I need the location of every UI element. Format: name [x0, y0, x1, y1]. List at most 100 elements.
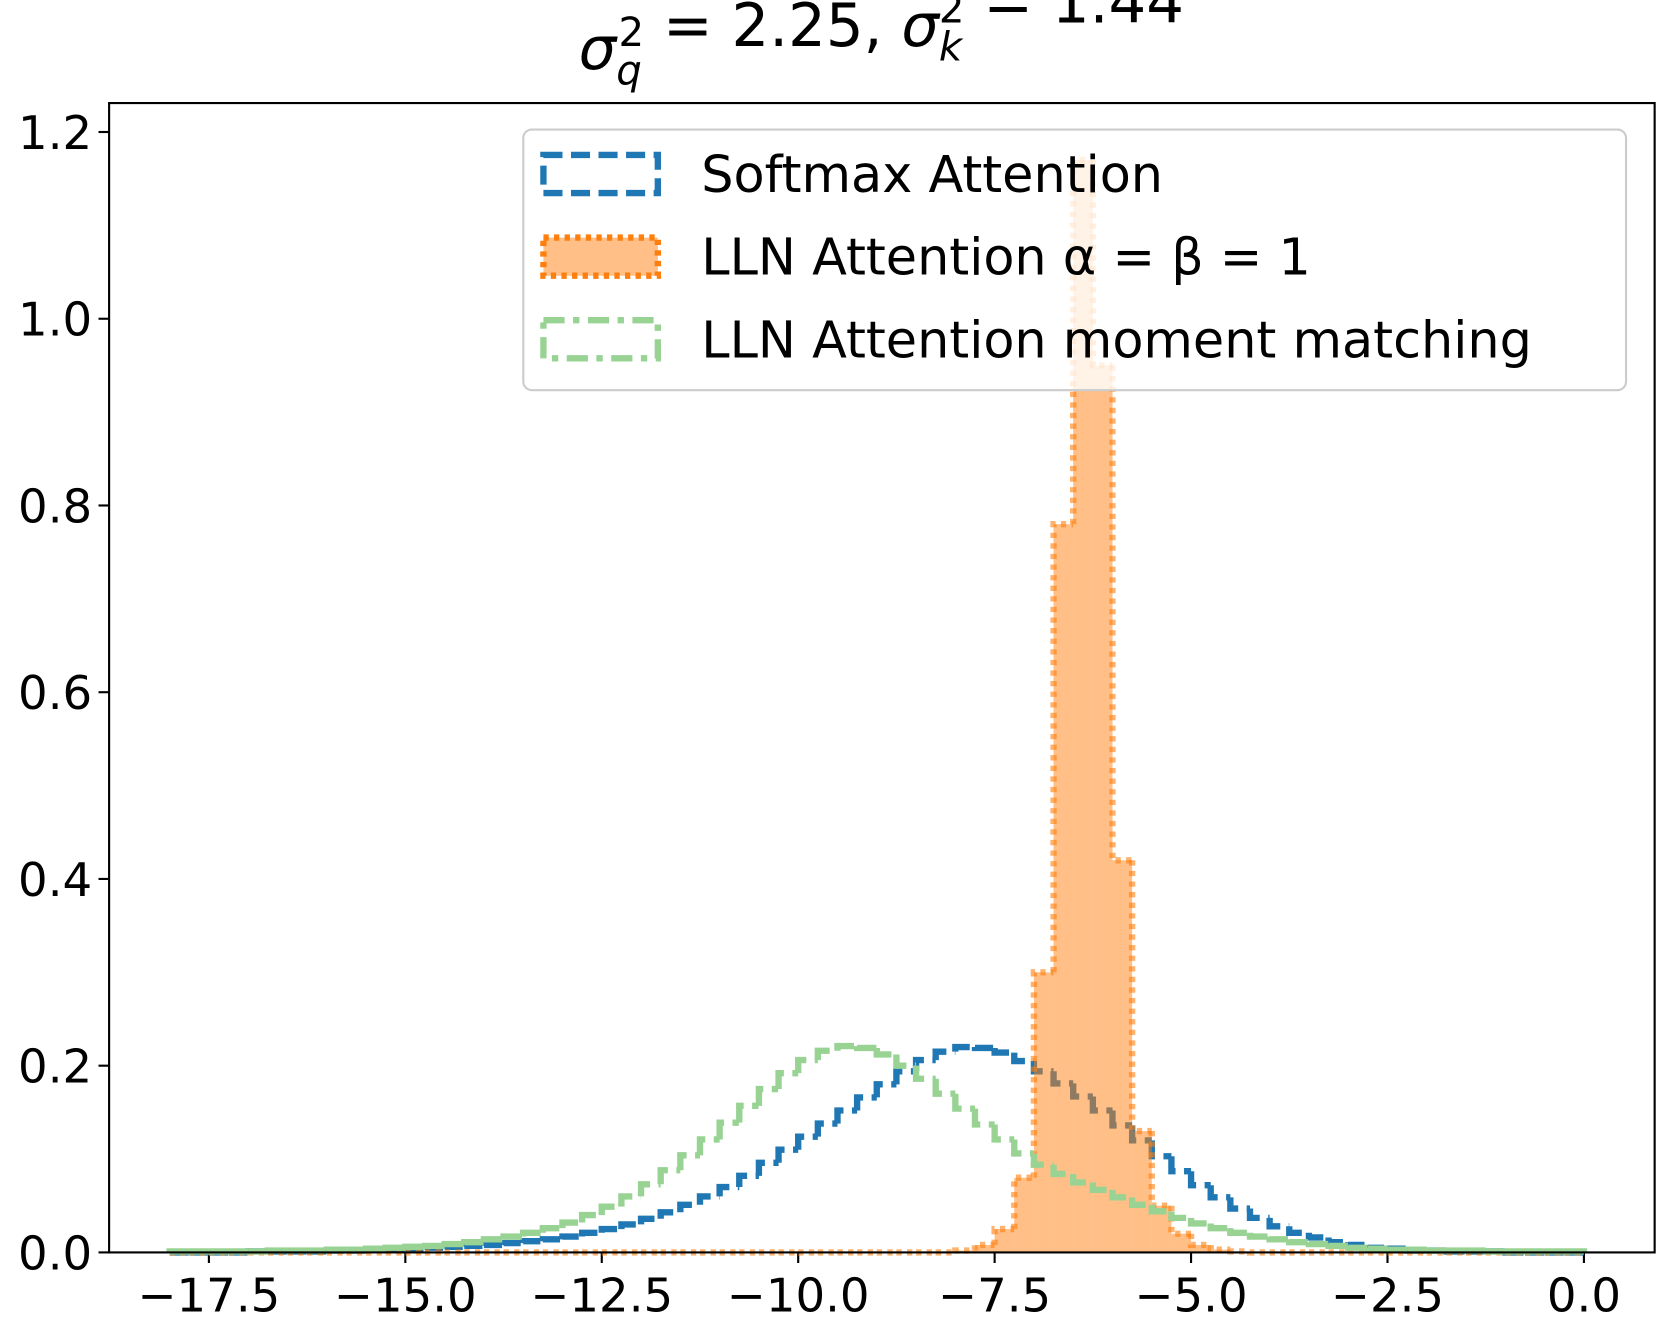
histogram-step — [736, 1102, 759, 1123]
histogram-step — [657, 1209, 681, 1219]
histogram-step — [971, 1241, 995, 1251]
x-tick-label: −17.5 — [137, 1269, 280, 1323]
histogram-step — [1168, 1211, 1192, 1222]
histogram-step — [795, 1133, 818, 1150]
histogram-step — [932, 1078, 956, 1097]
histogram-step — [1050, 1164, 1074, 1178]
y-tick-label: 0.2 — [18, 1040, 92, 1094]
histogram-step — [814, 1120, 838, 1137]
histogram-step — [1325, 1237, 1349, 1246]
histogram-step — [598, 1225, 622, 1233]
y-tick-label: 0.4 — [18, 853, 92, 907]
histogram-step — [1187, 1171, 1211, 1189]
histogram-step — [1148, 1204, 1172, 1215]
y-tick-label: 1.2 — [18, 106, 92, 160]
histogram-step — [500, 1233, 524, 1240]
x-tick-label: −2.5 — [1331, 1269, 1444, 1323]
histogram-bar — [1014, 1177, 1034, 1253]
histogram-step — [755, 1085, 779, 1106]
histogram-step — [637, 1215, 661, 1225]
y-tick-label: 0.0 — [18, 1226, 92, 1280]
histogram-step — [461, 1242, 484, 1250]
histogram-step — [1030, 1153, 1054, 1168]
histogram-bar — [1053, 524, 1074, 1253]
histogram-step — [1345, 1241, 1368, 1249]
histogram-step — [775, 1146, 799, 1163]
histogram-bar — [1191, 1244, 1211, 1253]
histogram-step — [716, 1183, 740, 1197]
histogram-step — [1266, 1236, 1290, 1243]
histogram-step — [382, 1244, 406, 1251]
histogram-bar — [974, 1244, 995, 1253]
x-tick-label: 0.0 — [1547, 1269, 1621, 1323]
y-tick-label: 0.8 — [18, 479, 92, 533]
histogram-step — [1246, 1232, 1270, 1240]
legend-swatch — [540, 151, 662, 197]
histogram-bar — [994, 1229, 1015, 1253]
histogram-step — [1364, 1245, 1388, 1252]
histogram-bar — [1132, 1131, 1152, 1253]
legend-label: LLN Attention moment matching — [701, 310, 1532, 369]
histogram-step — [1227, 1228, 1250, 1236]
histogram-step — [1070, 1173, 1093, 1186]
legend-swatch — [540, 317, 662, 362]
histogram-bar — [1033, 972, 1054, 1253]
histogram-step — [578, 1229, 602, 1237]
histogram-step — [1011, 1174, 1034, 1230]
histogram-step — [520, 1229, 543, 1237]
histogram-step — [1423, 1247, 1447, 1254]
histogram-series — [166, 1042, 1588, 1255]
histogram-step — [991, 1124, 1015, 1143]
histogram-step — [657, 1167, 681, 1185]
histogram-step — [1207, 1223, 1231, 1232]
histogram-step — [598, 1203, 622, 1216]
legend-label: LLN Attention α = β = 1 — [701, 228, 1311, 287]
histogram-step — [1207, 1185, 1231, 1201]
histogram-step — [795, 1056, 818, 1074]
histogram-step — [618, 1193, 642, 1207]
histogram-step — [500, 1239, 524, 1247]
histogram-step — [1128, 1197, 1152, 1208]
histogram-step — [1011, 1052, 1034, 1065]
histogram-step — [264, 1247, 288, 1254]
histogram-step — [421, 1242, 445, 1250]
histogram-step — [1187, 1233, 1211, 1249]
histogram-step — [873, 1047, 897, 1058]
histogram-step — [853, 1094, 877, 1111]
histogram-step — [1128, 860, 1152, 1135]
histogram-step — [1227, 1197, 1250, 1212]
histogram-bar — [1112, 860, 1133, 1253]
histogram-step — [873, 1081, 897, 1098]
histogram-step — [1109, 365, 1133, 864]
histogram-step — [971, 1108, 995, 1128]
histogram-step — [441, 1240, 465, 1248]
histogram-bar — [1092, 365, 1113, 1253]
histogram-step — [677, 1201, 700, 1213]
histogram-step — [1187, 1217, 1211, 1227]
y-tick-label: 1.0 — [18, 293, 92, 347]
histogram-step — [362, 1245, 386, 1252]
histogram-step — [539, 1224, 563, 1233]
histogram-step — [853, 1044, 877, 1052]
histogram-step — [559, 1233, 583, 1240]
histogram-series — [169, 1043, 1584, 1256]
histogram-step — [559, 1219, 583, 1229]
x-tick-label: −7.5 — [938, 1269, 1051, 1323]
histogram-step — [637, 1181, 661, 1197]
histogram-step — [1109, 1189, 1133, 1201]
histogram-step — [1168, 1156, 1192, 1175]
legend: Softmax Attention LLN Attention α = β = 1… — [522, 128, 1628, 392]
histogram-step — [991, 1225, 1015, 1245]
histogram-step — [755, 1159, 779, 1176]
histogram-step — [932, 1048, 956, 1061]
histogram-step — [696, 1136, 720, 1156]
histogram-step — [1482, 1248, 1506, 1255]
y-tick-label: 0.6 — [18, 666, 92, 720]
histogram-bar — [1151, 1205, 1172, 1253]
histogram-step — [402, 1243, 425, 1250]
x-tick-label: −5.0 — [1134, 1269, 1247, 1323]
histogram-step — [1286, 1226, 1309, 1236]
legend-label: Softmax Attention — [701, 145, 1163, 204]
histogram-step — [1089, 1182, 1113, 1194]
